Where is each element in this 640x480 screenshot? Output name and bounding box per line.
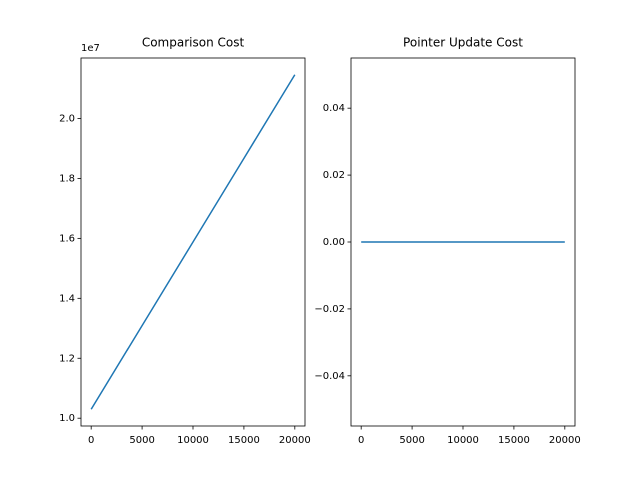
axes-frame	[350, 57, 576, 427]
subplot-title: Pointer Update Cost	[403, 36, 523, 50]
x-tick-label: 5000	[399, 435, 424, 446]
y-tick-label: 0.00	[323, 237, 345, 248]
axes-frame	[80, 57, 306, 427]
x-tick-label: 20000	[549, 435, 581, 446]
x-tick-label: 15000	[228, 435, 260, 446]
y-tick-label: 0.02	[323, 170, 345, 181]
data-line	[90, 74, 296, 410]
x-tick-label: 5000	[129, 435, 154, 446]
x-tick-label: 20000	[279, 435, 311, 446]
y-tick-label: 0.04	[323, 103, 345, 114]
y-tick-label: −0.04	[314, 371, 345, 382]
x-tick-label: 0	[88, 435, 94, 446]
y-tick-label: 1.8	[59, 173, 75, 184]
y-tick-label: −0.02	[314, 304, 345, 315]
x-tick-label: 0	[358, 435, 364, 446]
x-tick-label: 10000	[177, 435, 209, 446]
subplot-title: Comparison Cost	[142, 36, 245, 50]
y-offset-label: 1e7	[81, 43, 100, 54]
y-tick-label: 2.0	[59, 113, 75, 124]
y-tick-label: 1.4	[59, 293, 75, 304]
y-tick-label: 1.6	[59, 233, 75, 244]
x-tick-label: 15000	[498, 435, 530, 446]
x-tick-label: 10000	[447, 435, 479, 446]
y-tick-label: 1.0	[59, 413, 75, 424]
y-tick-label: 1.2	[59, 353, 75, 364]
